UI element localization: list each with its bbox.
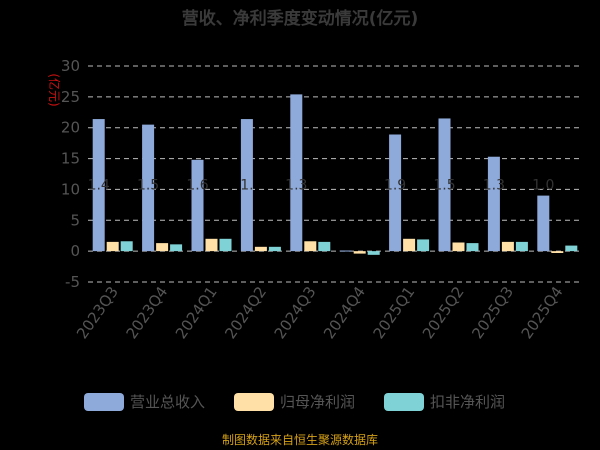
- bar-data-label: 1.4: [88, 177, 110, 193]
- x-tick-label: 2023Q3: [73, 283, 122, 342]
- x-tick-label: 2025Q4: [518, 283, 567, 342]
- bar-data-label: 1.9: [384, 177, 406, 193]
- y-tick-label: 20: [61, 119, 80, 137]
- bar: [565, 245, 578, 252]
- bar: [367, 251, 380, 255]
- x-tick-label: 2025Q1: [369, 283, 418, 342]
- y-axis-unit-label: (亿元): [47, 73, 62, 106]
- x-tick-label: 2024Q1: [172, 283, 221, 342]
- bar: [304, 241, 317, 252]
- legend-label: 扣非净利润: [430, 393, 505, 411]
- bar: [515, 241, 528, 252]
- bar-data-label: 1.0: [532, 177, 554, 193]
- legend-label: 归母净利润: [280, 393, 355, 411]
- bar: [290, 94, 303, 252]
- bar: [92, 119, 105, 252]
- bar-data-label: 1.3: [285, 177, 307, 193]
- y-tick-label: 25: [61, 88, 80, 106]
- bar-labels: 1.4 1.5 1.6 1. 1.3 1.9 1.5 1.3 1.0: [88, 177, 555, 193]
- y-tick-label: -5: [65, 273, 80, 291]
- y-tick-label: 5: [70, 211, 80, 229]
- legend-swatch: [84, 393, 124, 411]
- bar: [205, 238, 218, 252]
- y-tick-label: 10: [61, 180, 80, 198]
- bar: [254, 246, 267, 252]
- legend: 营业总收入 归母净利润 扣非净利润: [84, 393, 505, 411]
- bar-data-label: 1.5: [137, 177, 159, 193]
- bar: [537, 195, 550, 252]
- source-note: 制图数据来自恒生聚源数据库: [222, 432, 378, 447]
- bar: [452, 242, 465, 252]
- legend-swatch: [234, 393, 274, 411]
- bar: [318, 241, 331, 252]
- bar: [417, 239, 430, 252]
- bar: [268, 246, 281, 252]
- bar: [170, 244, 183, 252]
- bar-data-label: 1.: [240, 177, 253, 193]
- bars: [92, 94, 578, 255]
- bar: [403, 238, 416, 252]
- x-tick-label: 2025Q2: [419, 283, 468, 342]
- bar: [120, 241, 133, 252]
- bar: [487, 156, 500, 252]
- x-axis-ticks: 2023Q3 2023Q4 2024Q1 2024Q2 2024Q3 2024Q4 2025…: [73, 283, 566, 342]
- bar: [501, 241, 514, 252]
- bar: [438, 118, 451, 252]
- bar: [106, 241, 119, 252]
- bar: [191, 159, 204, 252]
- bar: [240, 119, 253, 252]
- bar: [353, 251, 366, 254]
- legend-label: 营业总收入: [130, 393, 205, 411]
- y-tick-label: 15: [61, 150, 80, 168]
- bar-data-label: 1.3: [483, 177, 505, 193]
- x-tick-label: 2024Q4: [320, 283, 369, 342]
- y-tick-label: 0: [70, 242, 80, 260]
- bar-data-label: 1.6: [186, 177, 208, 193]
- x-tick-label: 2025Q3: [468, 283, 517, 342]
- x-tick-label: 2024Q3: [271, 283, 320, 342]
- bar: [389, 134, 402, 252]
- x-tick-label: 2023Q4: [122, 283, 171, 342]
- bar: [142, 124, 155, 252]
- legend-swatch: [384, 393, 424, 411]
- bar: [339, 250, 352, 252]
- y-axis-ticks: 30 25 20 15 10 5 0 -5: [61, 57, 80, 291]
- chart-title: 营收、净利季度变动情况(亿元): [182, 8, 419, 29]
- bar: [219, 238, 232, 252]
- bar: [551, 251, 564, 253]
- bar-data-label: 1.5: [433, 177, 455, 193]
- x-tick-label: 2024Q2: [221, 283, 270, 342]
- y-tick-label: 30: [61, 57, 80, 75]
- bar: [156, 243, 169, 252]
- bar: [466, 243, 479, 252]
